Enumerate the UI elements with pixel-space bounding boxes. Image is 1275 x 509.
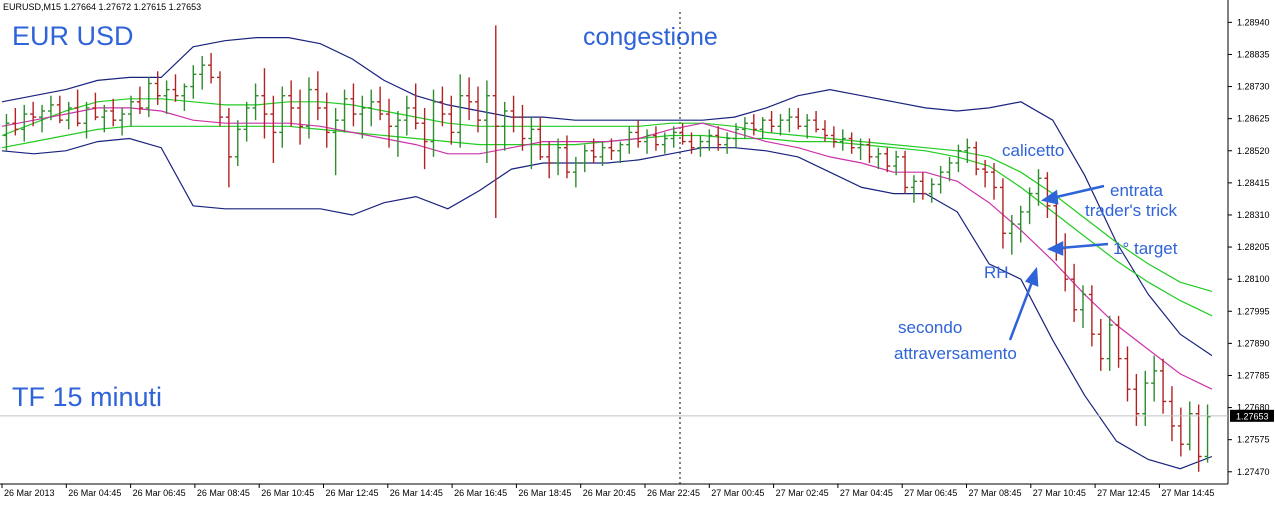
arrow-head-secondo [1024,266,1039,287]
annotation-attraversamento: attraversamento [894,344,1017,363]
bollinger-lower-band [1,137,1213,470]
arrow-head-target [1046,240,1064,256]
x-tick-label: 27 Mar 14:45 [1161,488,1214,498]
annotation-traders-trick: trader's trick [1085,201,1178,220]
x-tick-label: 27 Mar 04:45 [840,488,893,498]
y-tick-label: 1.28205 [1237,242,1270,252]
x-tick-label: 26 Mar 08:45 [197,488,250,498]
arrow-entrata [1051,184,1105,200]
y-tick-label: 1.27680 [1237,403,1270,413]
bollinger-upper-band [1,36,1213,357]
y-tick-label: 1.28730 [1237,82,1270,92]
y-tick-label: 1.27995 [1237,306,1270,316]
x-tick-label: 26 Mar 18:45 [518,488,571,498]
x-tick-label: 26 Mar 16:45 [454,488,507,498]
candles-layer [3,25,1211,472]
annotation-tf-15-minuti: TF 15 minuti [12,382,162,412]
x-tick-label: 26 Mar 20:45 [583,488,636,498]
x-tick-label: 26 Mar 22:45 [647,488,700,498]
x-tick-label: 27 Mar 10:45 [1033,488,1086,498]
y-tick-label: 1.28625 [1237,114,1270,124]
y-tick-label: 1.27890 [1237,338,1270,348]
axes-layer: 1.28940 1.28835 1.28730 1.28625 1.28520 1.284… [0,17,1274,498]
moving-average-magenta [1,107,1213,390]
x-tick-label: 27 Mar 06:45 [904,488,957,498]
moving-average-green-1 [1,98,1213,292]
x-tick-label: 26 Mar 04:45 [68,488,121,498]
x-tick-label: 27 Mar 12:45 [1097,488,1150,498]
annotation-congestione: congestione [583,23,718,51]
x-tick-label: 26 Mar 14:45 [390,488,443,498]
annotation-eur-usd: EUR USD [12,21,134,51]
series-layer [1,36,1213,470]
current-price-badge [1230,409,1274,422]
y-tick-label: 1.28520 [1237,146,1270,156]
y-tick-label: 1.28835 [1237,49,1270,59]
arrow-secondo [1008,281,1034,341]
current-price-label: 1.27653 [1236,411,1269,421]
annotation-secondo: secondo [898,318,962,337]
arrow-head-entrata [1040,189,1059,205]
annotation-rh: RH [984,263,1009,282]
annotation-entrata: entrata [1110,181,1163,200]
y-tick-label: 1.27785 [1237,370,1270,380]
annotation-arrows [1008,184,1109,341]
y-tick-label: 1.28310 [1237,210,1270,220]
y-tick-label: 1.28415 [1237,178,1270,188]
y-tick-label: 1.28940 [1237,17,1270,27]
x-tick-label: 27 Mar 08:45 [969,488,1022,498]
y-tick-label: 1.27470 [1237,467,1270,477]
arrow-target [1059,242,1109,250]
x-tick-label: 26 Mar 2013 [4,488,55,498]
x-tick-label: 26 Mar 06:45 [133,488,186,498]
y-tick-label: 1.27575 [1237,435,1270,445]
x-tick-label: 26 Mar 12:45 [326,488,379,498]
annotation-first-target: 1° target [1113,239,1178,258]
y-tick-label: 1.28100 [1237,274,1270,284]
symbol-header: EURUSD,M15 1.27664 1.27672 1.27615 1.276… [3,2,201,12]
annotation-calicetto: calicetto [1002,141,1064,160]
x-tick-label: 26 Mar 10:45 [261,488,314,498]
x-tick-label: 27 Mar 00:45 [711,488,764,498]
x-tick-label: 27 Mar 02:45 [776,488,829,498]
